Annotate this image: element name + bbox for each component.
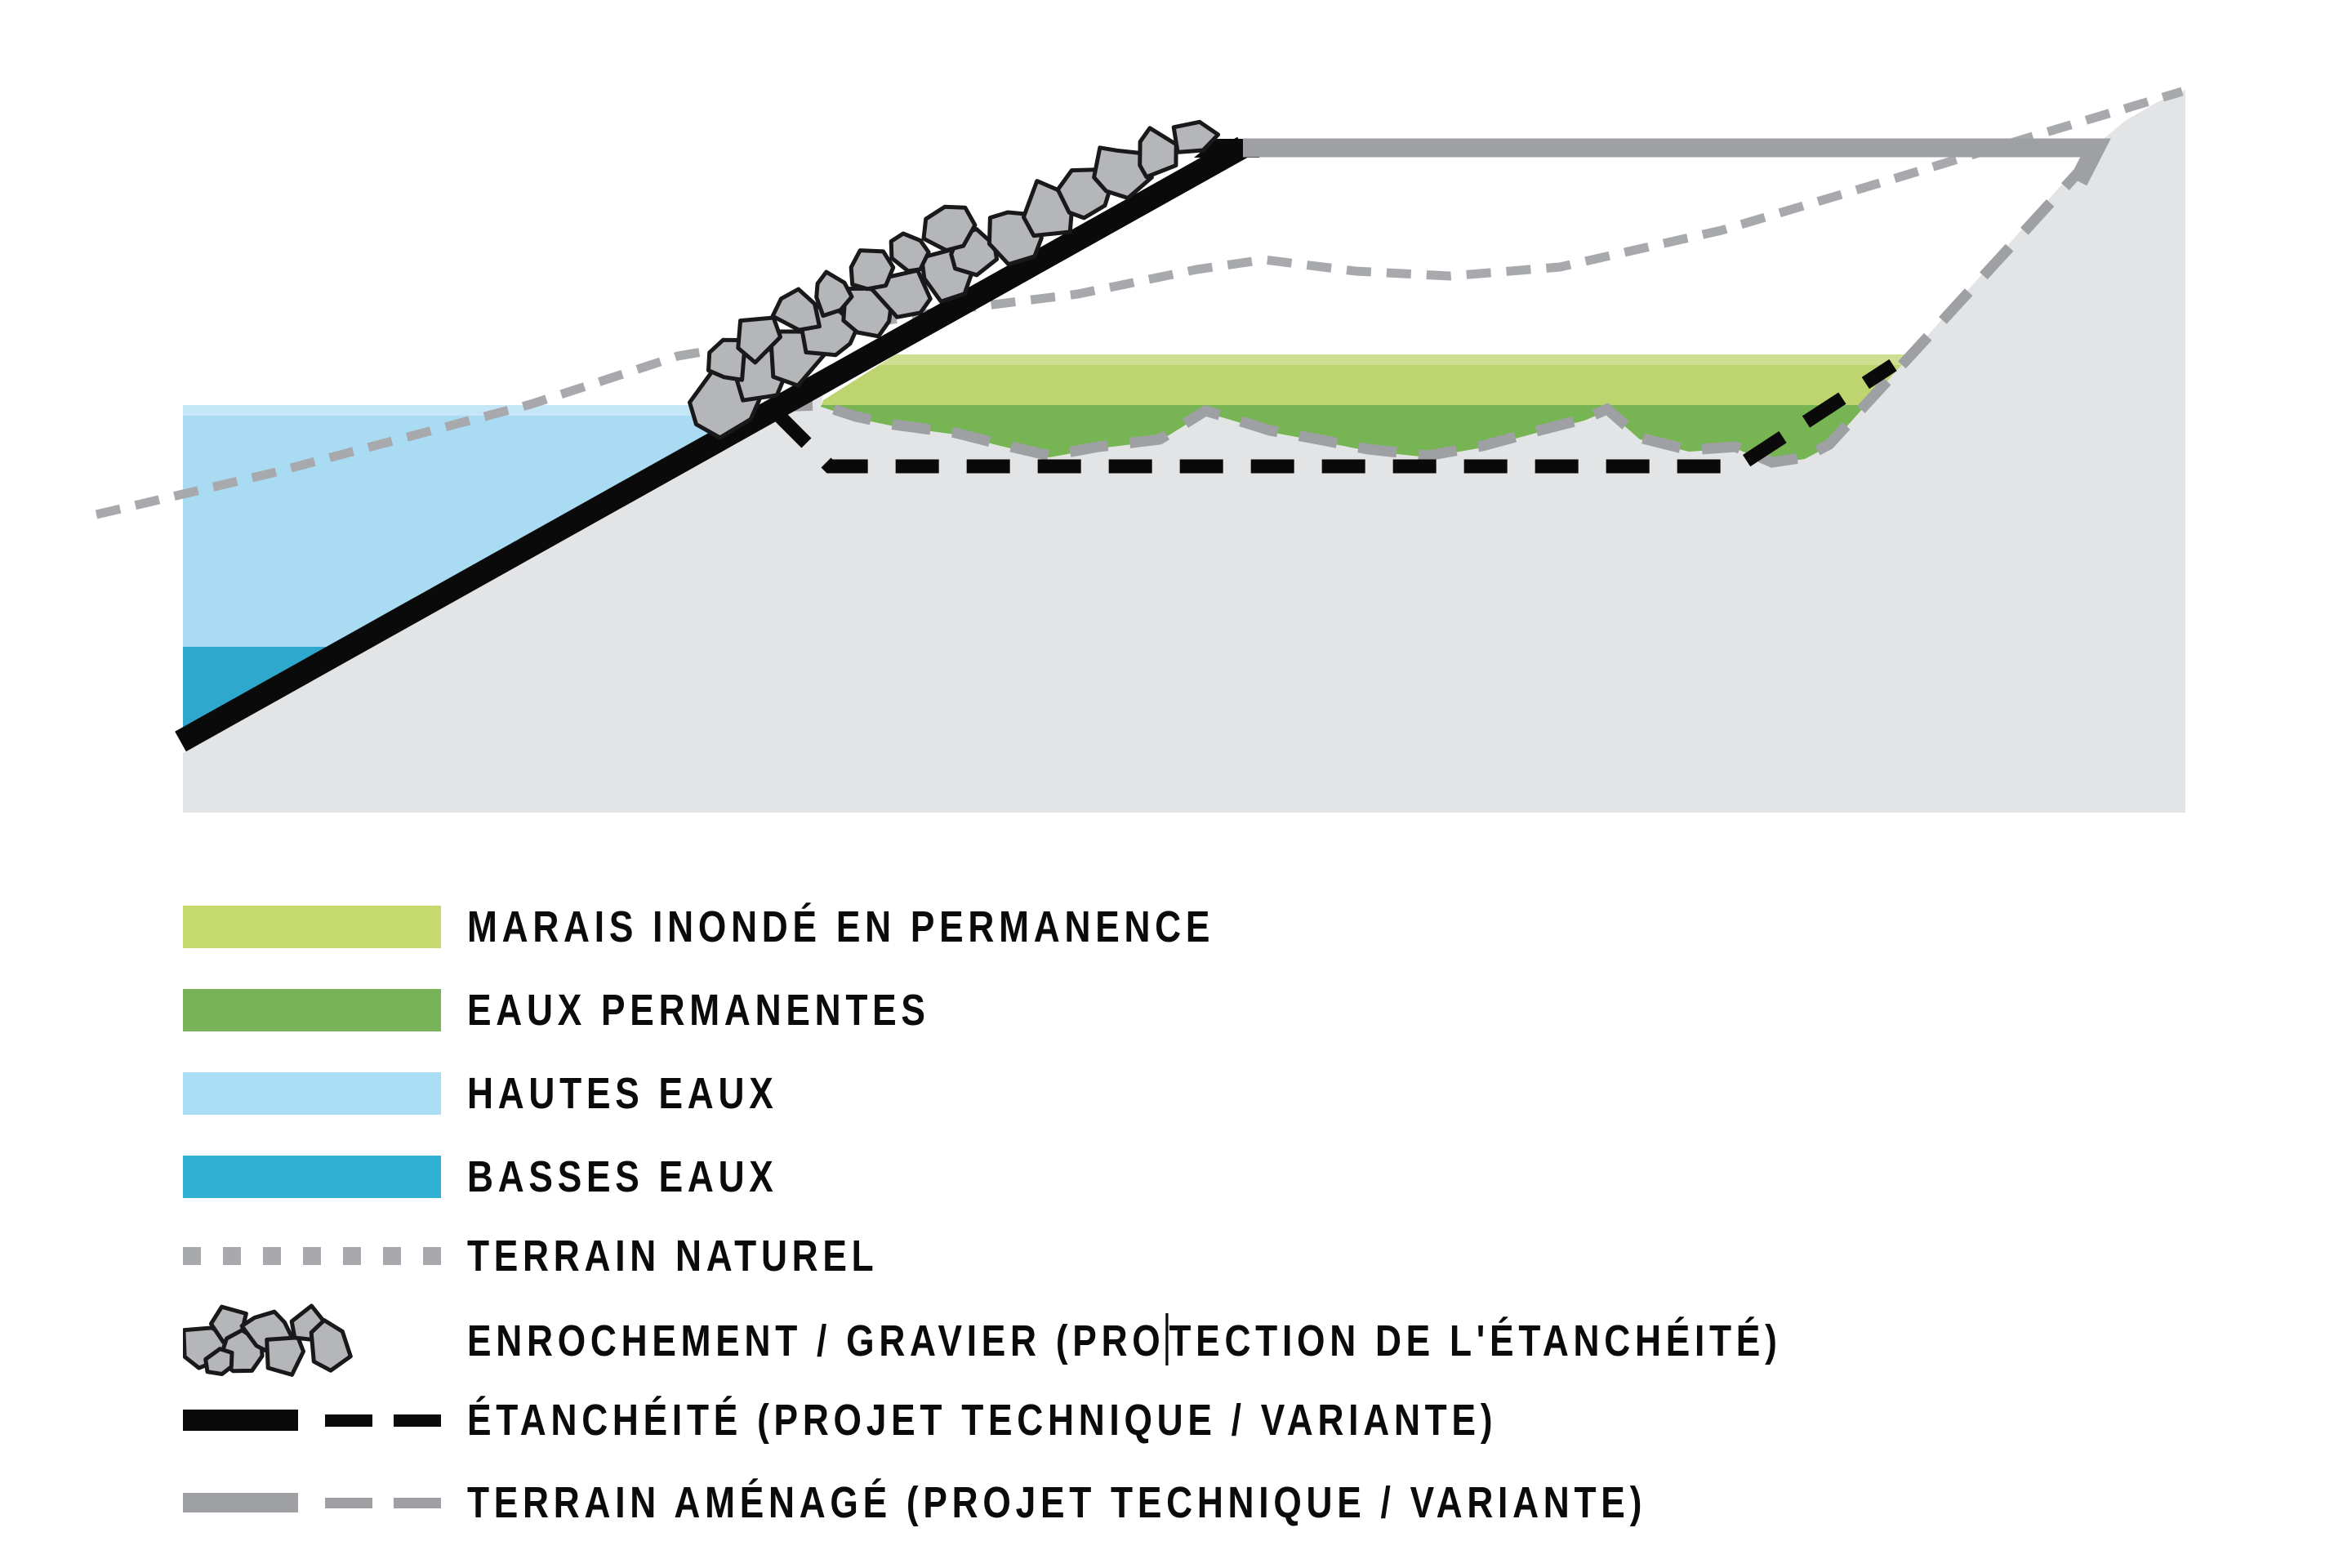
legend-item-enrochement: ENROCHEMENT / GRAVIER (PROTECTION DE L'É… [183, 1297, 2070, 1382]
enrochement-rocks [688, 119, 1221, 440]
terrain-amenage-line [1243, 138, 2111, 186]
rock [814, 270, 854, 318]
rock [736, 315, 783, 365]
terrain-mass [183, 90, 2185, 813]
rock [849, 248, 896, 292]
eaux-permanentes-swatch [183, 989, 441, 1031]
legend-item-hautes-eaux: HAUTES EAUX [183, 1051, 846, 1136]
legend-item-terrain-amenage: TERRAIN AMÉNAGÉ (PROJET TECHNIQUE / VARI… [183, 1460, 1905, 1545]
rock [921, 204, 978, 252]
dike-cross-section-diagram [95, 87, 2185, 813]
legend-item-etancheite: ÉTANCHÉITÉ (PROJET TECHNIQUE / VARIANTE) [183, 1378, 1723, 1463]
rock [889, 231, 931, 274]
terrain-naturel-line [95, 87, 2184, 519]
legend-item-eaux-permanentes: EAUX PERMANENTES [183, 968, 1031, 1053]
legend-label-terrain-amenage: TERRAIN AMÉNAGÉ (PROJET TECHNIQUE / VARI… [467, 1478, 1647, 1527]
legend-label-etancheite: ÉTANCHÉITÉ (PROJET TECHNIQUE / VARIANTE) [467, 1396, 1498, 1445]
terrain-amenage-line-icon [183, 1493, 441, 1512]
legend-label-enrochement: ENROCHEMENT / GRAVIER (PROTECTION DE L'É… [467, 1313, 1782, 1365]
legend-label-terrain-naturel: TERRAIN NATUREL [467, 1232, 879, 1281]
legend-label-marais: MARAIS INONDÉ EN PERMANENCE [467, 902, 1215, 951]
legend-label-basses-eaux: BASSES EAUX [467, 1152, 778, 1201]
legend-item-marais: MARAIS INONDÉ EN PERMANENCE [183, 884, 1379, 969]
rocks-icon [183, 1303, 353, 1377]
rock [706, 337, 746, 382]
rock [770, 287, 822, 332]
basses-eaux-swatch [183, 1156, 441, 1198]
etancheite-variante-line [770, 359, 1897, 474]
hautes-eaux-swatch [183, 1072, 441, 1115]
legend-item-terrain-naturel: TERRAIN NATUREL [183, 1214, 969, 1298]
legend-label-hautes-eaux: HAUTES EAUX [467, 1069, 778, 1118]
hautes-eaux-light-edge [183, 405, 761, 416]
rock [265, 1335, 305, 1377]
marais-inonde-light-edge [821, 354, 1911, 365]
terrain-naturel-dash-icon [183, 1247, 441, 1265]
legend-item-basses-eaux: BASSES EAUX [183, 1134, 846, 1219]
rock [309, 1318, 353, 1373]
legend-label-eaux-permanentes: EAUX PERMANENTES [467, 986, 930, 1035]
rock [1171, 119, 1221, 154]
marais-swatch [183, 906, 441, 948]
etancheite-line [175, 136, 1249, 752]
terrain-amenage-variante-line [773, 149, 2100, 468]
rock [1138, 126, 1178, 180]
rock [203, 1347, 234, 1376]
text-cursor-caret [1165, 1313, 1169, 1365]
etancheite-line-icon [183, 1410, 441, 1431]
